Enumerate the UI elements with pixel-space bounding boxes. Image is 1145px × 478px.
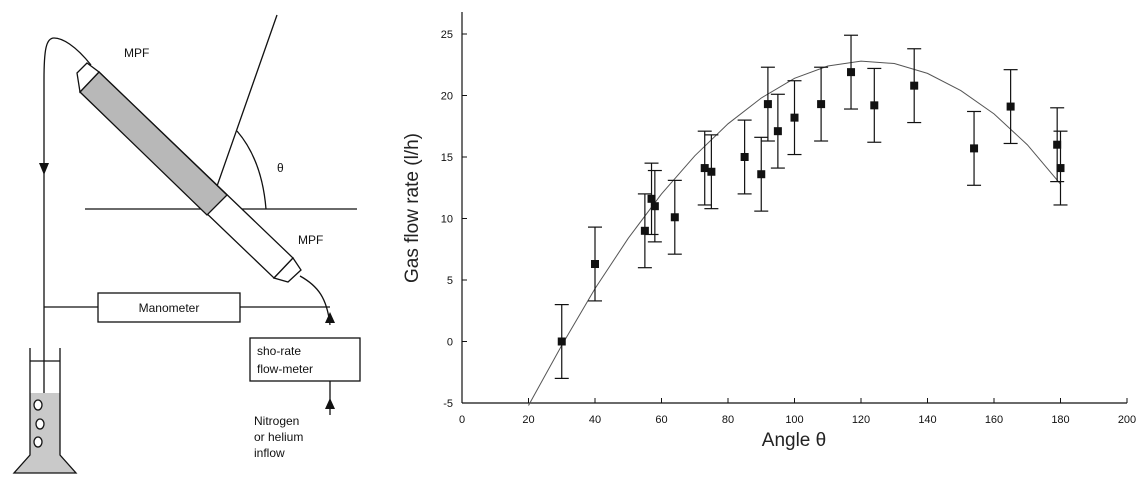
square-marker <box>1057 164 1065 172</box>
x-tick-label: 120 <box>852 414 870 426</box>
x-tick-label: 80 <box>722 414 734 426</box>
beaker <box>14 348 76 473</box>
y-tick-label: 20 <box>441 91 453 103</box>
data-point <box>648 171 662 242</box>
theta-label: θ <box>277 161 284 175</box>
x-tick-label: 180 <box>1051 414 1069 426</box>
x-tick-label: 100 <box>785 414 803 426</box>
data-point <box>967 111 981 185</box>
gas-bubble <box>34 437 42 447</box>
x-tick-label: 0 <box>459 414 465 426</box>
square-marker <box>558 338 566 346</box>
square-marker <box>817 100 825 108</box>
y-tick-label: 5 <box>447 275 453 287</box>
x-tick-label: 160 <box>985 414 1003 426</box>
square-marker <box>757 170 765 178</box>
square-marker <box>1007 103 1015 111</box>
inflow-label-line1: Nitrogen <box>254 414 299 428</box>
square-marker <box>910 82 918 90</box>
data-point <box>754 137 768 211</box>
x-tick-label: 40 <box>589 414 601 426</box>
data-points <box>555 35 1068 378</box>
square-marker <box>870 101 878 109</box>
data-point <box>638 194 652 268</box>
data-point <box>907 49 921 123</box>
square-marker <box>651 202 659 210</box>
data-point <box>555 305 569 379</box>
flow-arrow-up-icon-2 <box>325 398 335 409</box>
square-marker <box>774 127 782 135</box>
flow-arrow-up-icon-1 <box>325 312 335 323</box>
square-marker <box>707 168 715 176</box>
gas-bubble <box>36 419 44 429</box>
square-marker <box>764 100 772 108</box>
flowmeter-label-line2: flow-meter <box>257 362 313 376</box>
mpf-cylinder <box>77 63 301 282</box>
data-point <box>761 67 775 141</box>
data-point <box>1004 70 1018 144</box>
inflow-label-line2: or helium <box>254 430 303 444</box>
mpf-shaded-region <box>80 72 227 215</box>
data-point <box>588 227 602 301</box>
x-tick-label: 200 <box>1118 414 1136 426</box>
y-tick-label: -5 <box>443 398 453 410</box>
square-marker <box>641 227 649 235</box>
y-tick-label: 0 <box>447 337 453 349</box>
square-marker <box>847 68 855 76</box>
outlet-tube <box>44 38 91 430</box>
mpf-top-label: MPF <box>124 46 149 60</box>
data-point <box>645 163 659 234</box>
beaker-base-liquid <box>14 455 76 473</box>
gas-bubble <box>34 400 42 410</box>
square-marker <box>741 153 749 161</box>
theta-arc <box>237 131 266 209</box>
x-ticks: 0 20 40 60 80 100 120 140 160 180 200 <box>459 398 1136 426</box>
y-axis-title: Gas flow rate (l/h) <box>402 133 423 283</box>
y-ticks: -5 0 5 10 15 20 25 <box>441 29 467 410</box>
x-axis-title: Angle θ <box>762 430 826 451</box>
flowmeter-label-line1: sho-rate <box>257 344 301 358</box>
inlet-tube <box>300 276 330 325</box>
data-point <box>668 180 682 254</box>
square-marker <box>970 144 978 152</box>
y-tick-label: 15 <box>441 152 453 164</box>
y-tick-label: 10 <box>441 214 453 226</box>
y-tick-label: 25 <box>441 29 453 41</box>
diagram-labels: MPF MPF θ Manometer sho-rate flow-meter … <box>124 46 323 460</box>
mpf-bottom-label: MPF <box>298 233 323 247</box>
data-point <box>844 35 858 109</box>
data-point <box>814 67 828 141</box>
x-tick-label: 20 <box>522 414 534 426</box>
square-marker <box>791 114 799 122</box>
data-point <box>867 68 881 142</box>
angle-reference-line <box>209 15 277 209</box>
flow-arrow-down-icon <box>39 163 49 175</box>
square-marker <box>591 260 599 268</box>
square-marker <box>671 213 679 221</box>
x-tick-label: 140 <box>918 414 936 426</box>
inflow-label-line3: inflow <box>254 446 285 460</box>
data-point <box>771 94 785 168</box>
data-point <box>738 120 752 194</box>
x-tick-label: 60 <box>655 414 667 426</box>
manometer-label: Manometer <box>139 301 200 315</box>
gas-flow-chart: 0 20 40 60 80 100 120 140 160 180 200 -5 0 5 10 15 20 25… <box>402 12 1136 451</box>
data-point <box>788 81 802 155</box>
